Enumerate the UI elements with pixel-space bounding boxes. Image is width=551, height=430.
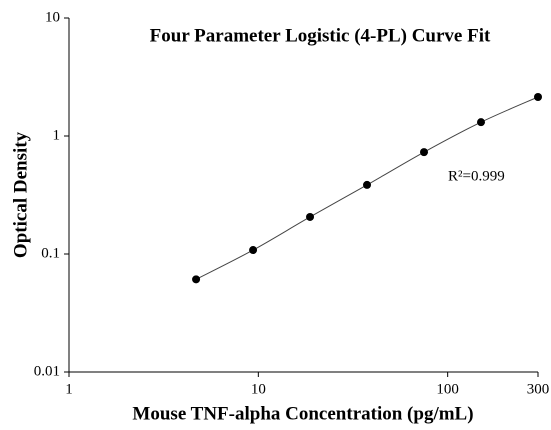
x-tick-label: 1 (65, 381, 73, 397)
data-point (363, 180, 372, 189)
data-point (249, 246, 258, 255)
x-tick-label: 100 (436, 381, 459, 397)
data-point (306, 212, 315, 221)
x-tick-label: 10 (251, 381, 266, 397)
y-tick-label: 10 (45, 9, 60, 25)
annotation: R²=0.999 (448, 168, 505, 184)
y-tick-label: 1 (53, 127, 61, 143)
data-point (534, 93, 542, 102)
y-tick-label: 0.01 (34, 363, 60, 379)
x-tick-label: 300 (527, 381, 550, 397)
x-axis-label: Mouse TNF-alpha Concentration (pg/mL) (132, 403, 473, 424)
data-point (477, 118, 486, 127)
y-tick-label: 0.1 (41, 245, 60, 261)
data-point (420, 148, 429, 157)
y-axis-label: Optical Density (10, 131, 31, 258)
data-point (192, 275, 201, 284)
chart-title: Four Parameter Logistic (4-PL) Curve Fit (150, 25, 491, 46)
